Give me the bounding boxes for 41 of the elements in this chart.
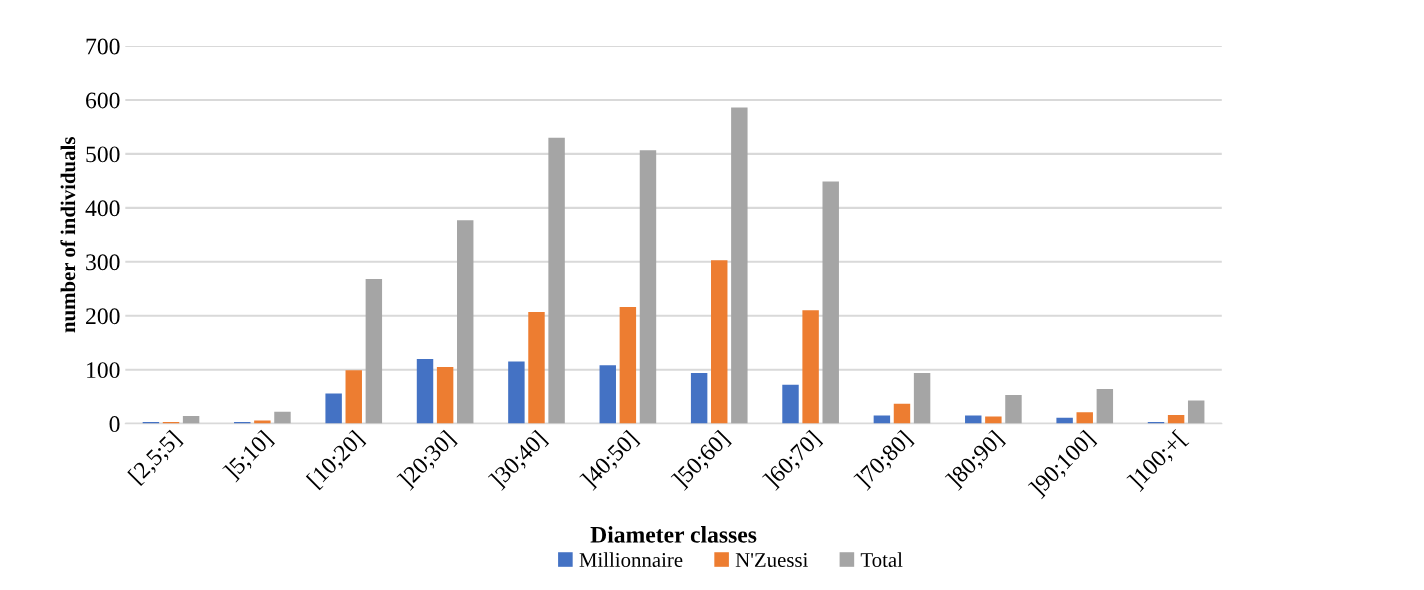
y-tick-label: 500 bbox=[86, 146, 120, 163]
bar bbox=[599, 365, 616, 424]
bar bbox=[528, 311, 545, 424]
y-tick-label: 100 bbox=[87, 362, 120, 379]
bar bbox=[639, 150, 657, 424]
bar bbox=[416, 358, 434, 424]
bar bbox=[1187, 400, 1205, 424]
bar bbox=[1005, 395, 1022, 424]
bar bbox=[457, 220, 474, 424]
bar bbox=[913, 372, 931, 424]
y-tick-label: 600 bbox=[86, 92, 120, 109]
bar bbox=[619, 307, 637, 424]
y-tick-label: 300 bbox=[86, 254, 120, 271]
legend-label: Total bbox=[860, 552, 903, 568]
bar bbox=[1167, 414, 1185, 424]
y-axis-title: number of individuals bbox=[60, 137, 76, 333]
bar bbox=[274, 411, 291, 424]
x-axis-title: Diameter classes bbox=[590, 526, 757, 543]
bar bbox=[1076, 412, 1093, 424]
bar bbox=[345, 370, 362, 424]
bar bbox=[365, 279, 383, 424]
bar bbox=[182, 416, 200, 424]
y-tick-label: 0 bbox=[109, 416, 120, 433]
bar bbox=[548, 137, 565, 424]
legend-label: Millionnaire bbox=[579, 552, 683, 568]
bar bbox=[254, 420, 271, 424]
legend-label: N'Zuessi bbox=[735, 553, 808, 568]
y-tick-label: 400 bbox=[85, 200, 120, 217]
bar bbox=[1096, 389, 1114, 424]
bar bbox=[325, 393, 342, 424]
bar bbox=[822, 181, 839, 424]
bar bbox=[508, 361, 525, 424]
bar bbox=[436, 366, 454, 424]
bar bbox=[782, 384, 799, 424]
bar bbox=[690, 372, 708, 424]
bar bbox=[802, 310, 819, 424]
bar bbox=[893, 403, 911, 424]
bar bbox=[711, 260, 728, 424]
y-tick-label: 200 bbox=[86, 308, 120, 325]
y-tick-label: 700 bbox=[86, 38, 120, 55]
bar bbox=[731, 107, 748, 424]
